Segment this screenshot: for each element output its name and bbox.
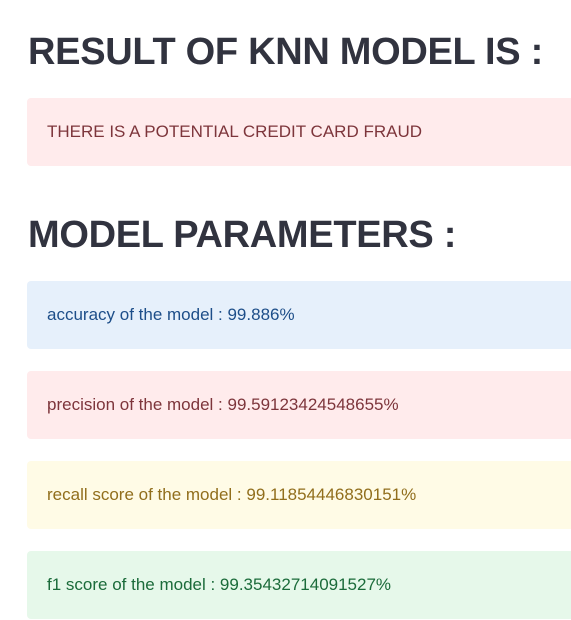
precision-alert: precision of the model : 99.591234245486… bbox=[27, 371, 571, 439]
f1-score-text: f1 score of the model : 99.3543271409152… bbox=[47, 575, 392, 594]
precision-text: precision of the model : 99.591234245486… bbox=[47, 395, 399, 414]
result-heading: RESULT OF KNN MODEL IS : bbox=[28, 31, 543, 73]
recall-text: recall score of the model : 99.118544468… bbox=[47, 485, 417, 504]
fraud-result-alert: THERE IS A POTENTIAL CREDIT CARD FRAUD bbox=[27, 98, 571, 166]
accuracy-text: accuracy of the model : 99.886% bbox=[47, 305, 295, 324]
f1-score-alert: f1 score of the model : 99.3543271409152… bbox=[27, 551, 571, 619]
fraud-result-text: THERE IS A POTENTIAL CREDIT CARD FRAUD bbox=[47, 122, 423, 141]
model-parameters-heading: MODEL PARAMETERS : bbox=[28, 214, 457, 256]
accuracy-alert: accuracy of the model : 99.886% bbox=[27, 281, 571, 349]
recall-alert: recall score of the model : 99.118544468… bbox=[27, 461, 571, 529]
